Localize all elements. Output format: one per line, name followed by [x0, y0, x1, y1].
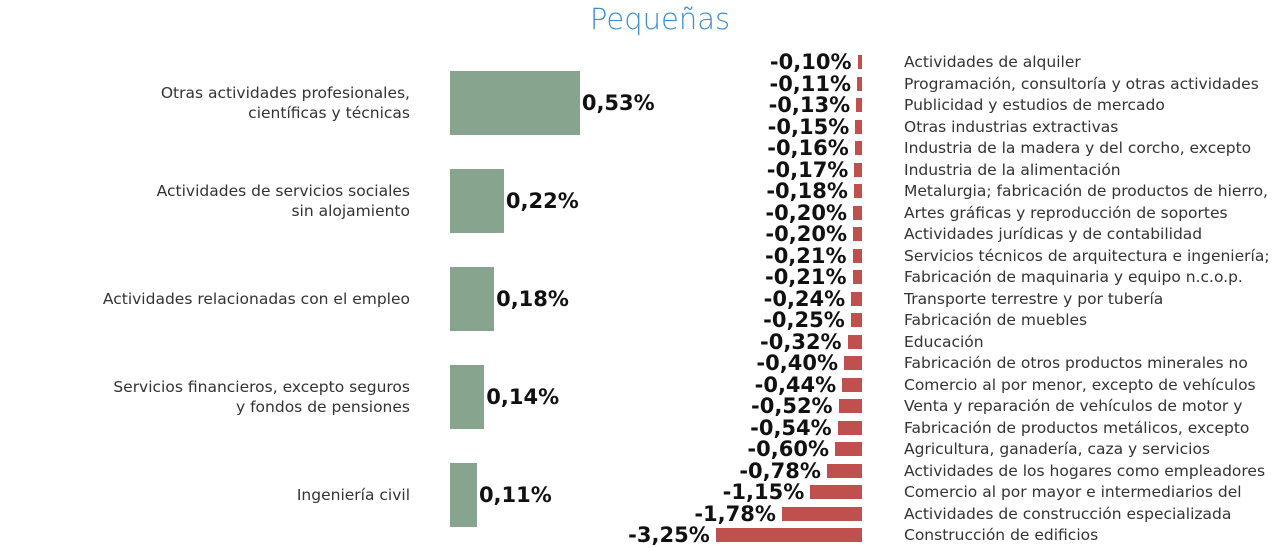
- value-label: 0,22%: [505, 189, 579, 213]
- value-label: -0,20%: [765, 200, 847, 225]
- value-label: -0,32%: [760, 329, 842, 354]
- category-label: Transporte terrestre y por tubería: [904, 289, 1164, 308]
- value-label: 0,11%: [478, 483, 552, 507]
- bar: [826, 463, 862, 478]
- value-label: -1,15%: [722, 480, 805, 504]
- category-label: Educación: [904, 332, 984, 351]
- category-label: Otras actividades profesionales, científ…: [160, 84, 410, 122]
- value-label: -1,78%: [694, 501, 776, 526]
- bar: [810, 485, 862, 499]
- category-label: Otras industrias extractivas: [904, 117, 1119, 136]
- category-label: Programación, consultoría y otras activi…: [904, 74, 1259, 93]
- category-label: Actividades de los hogares como empleado…: [904, 461, 1266, 480]
- value-label: -0,20%: [765, 222, 847, 246]
- category-label: Industria de la alimentación: [904, 160, 1121, 179]
- category-label: Artes gráficas y reproducción de soporte…: [904, 203, 1228, 222]
- bar: [842, 377, 862, 392]
- bar: [781, 506, 862, 521]
- category-label: Actividades de alquiler: [904, 53, 1081, 71]
- value-label: -0,60%: [747, 437, 829, 461]
- value-label: -0,25%: [763, 308, 845, 332]
- bar: [835, 442, 862, 456]
- category-label: Servicios técnicos de arquitectura e ing…: [904, 246, 1270, 265]
- bar: [450, 71, 580, 135]
- bar: [854, 162, 862, 177]
- category-label: Servicios financieros, excepto seguros y…: [113, 378, 410, 416]
- bar: [450, 365, 485, 429]
- category-label: Actividades relacionadas con el empleo: [102, 290, 410, 308]
- category-label: Agricultura, ganadería, caza y servicios: [904, 440, 1210, 458]
- bar: [853, 205, 862, 220]
- bar: [856, 98, 862, 112]
- value-label: -0,17%: [766, 157, 849, 182]
- value-label: -3,25%: [628, 523, 710, 547]
- category-label: Actividades jurídicas y de contabilidad: [904, 225, 1203, 243]
- bar: [715, 528, 862, 542]
- category-label: Ingeniería civil: [296, 486, 410, 504]
- value-label: 0,14%: [486, 385, 560, 409]
- bar: [851, 291, 862, 306]
- category-label: Fabricación de muebles: [904, 311, 1088, 329]
- category-label: Comercio al por mayor e intermediarios d…: [904, 483, 1242, 501]
- category-label: Venta y reparación de vehículos de motor…: [904, 397, 1243, 415]
- chart-title: Pequeñas: [589, 2, 731, 36]
- value-label: -0,78%: [739, 458, 821, 483]
- value-label: -0,16%: [767, 136, 849, 160]
- value-label: 0,18%: [496, 287, 569, 311]
- value-label: -0,21%: [764, 243, 847, 268]
- bar: [847, 334, 862, 349]
- bar: [838, 399, 862, 413]
- bar: [854, 141, 862, 155]
- bar: [450, 267, 495, 331]
- bar: [852, 270, 862, 284]
- value-label: -0,11%: [769, 71, 852, 96]
- bar: [850, 313, 862, 327]
- bar: [853, 184, 862, 198]
- value-label: -0,21%: [764, 265, 847, 289]
- category-label: Actividades de servicios sociales sin al…: [156, 182, 410, 220]
- bar: [450, 463, 477, 527]
- bar: [852, 248, 862, 263]
- category-label: Fabricación de maquinaria y equipo n.c.o…: [904, 268, 1243, 286]
- value-label: -0,18%: [766, 179, 848, 203]
- category-label: Fabricación de otros productos minerales…: [904, 354, 1248, 372]
- bar: [837, 420, 862, 435]
- value-label: -0,24%: [763, 286, 846, 311]
- value-label: 0,53%: [581, 91, 655, 115]
- value-label: -0,54%: [750, 415, 832, 440]
- category-label: Actividades de construcción especializad…: [904, 504, 1232, 523]
- value-label: -0,15%: [767, 114, 850, 139]
- bar: [844, 356, 862, 370]
- value-label: -0,52%: [751, 394, 833, 418]
- category-label: Industria de la madera y del corcho, exc…: [904, 139, 1252, 157]
- category-label: Fabricación de productos metálicos, exce…: [904, 418, 1250, 437]
- value-label: -0,44%: [754, 372, 837, 397]
- value-label: -0,40%: [756, 351, 838, 375]
- category-label: Publicidad y estudios de mercado: [904, 96, 1165, 114]
- category-label: Metalurgia; fabricación de productos de …: [904, 182, 1268, 200]
- bar: [857, 76, 862, 91]
- bar: [855, 119, 862, 134]
- value-label: -0,13%: [768, 93, 851, 117]
- category-label: Comercio al por menor, excepto de vehícu…: [904, 375, 1256, 394]
- category-label: Construcción de edificios: [904, 526, 1099, 544]
- bar: [857, 55, 862, 69]
- bar: [450, 169, 504, 233]
- bar: [853, 227, 862, 241]
- value-label: -0,10%: [769, 50, 852, 74]
